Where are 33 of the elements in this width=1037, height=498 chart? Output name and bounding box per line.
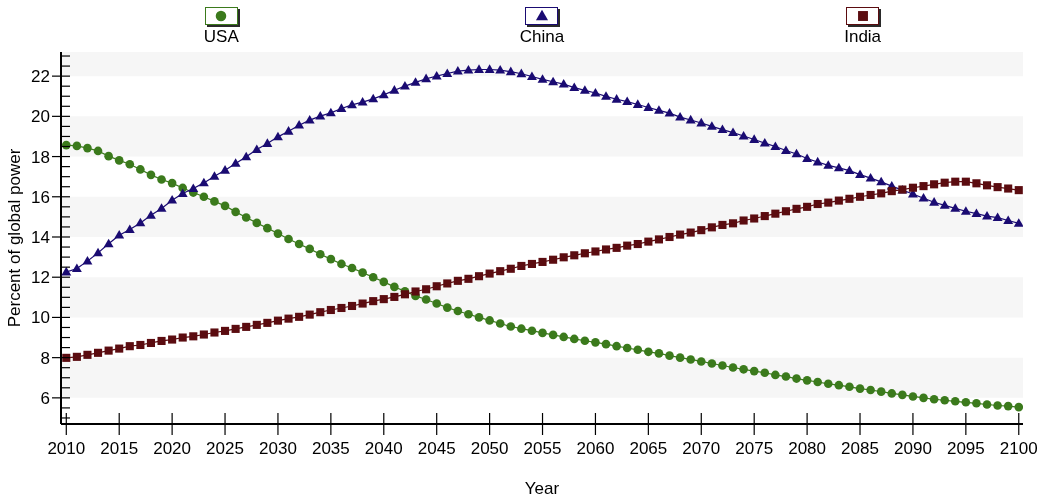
x-tick-label: 2075 — [735, 438, 774, 458]
y-tick-label: 8 — [40, 348, 50, 368]
y-tick-label: 12 — [31, 268, 50, 288]
y-tick-label: 6 — [40, 388, 50, 408]
x-tick-label: 2100 — [999, 438, 1037, 458]
legend-label: India — [844, 27, 882, 46]
y-tick-label: 16 — [31, 187, 50, 207]
y-tick-label: 18 — [31, 147, 50, 167]
x-tick-label: 2060 — [576, 438, 615, 458]
x-tick-label: 2095 — [946, 438, 985, 458]
y-tick-label: 14 — [31, 227, 50, 247]
x-tick-label: 2055 — [523, 438, 562, 458]
x-tick-label: 2050 — [470, 438, 509, 458]
x-tick-label: 2040 — [364, 438, 403, 458]
x-tick-label: 2020 — [153, 438, 192, 458]
x-tick-label: 2090 — [894, 438, 932, 458]
x-tick-label: 2025 — [206, 438, 244, 458]
y-tick-label: 20 — [31, 107, 50, 127]
y-axis-title: Percent of global power — [5, 148, 25, 328]
x-tick-label: 2065 — [629, 438, 668, 458]
y-tick-label: 22 — [31, 67, 50, 87]
legend-label: China — [519, 27, 565, 46]
x-tick-label: 2015 — [100, 438, 139, 458]
x-tick-label: 2080 — [788, 438, 827, 458]
x-tick-label: 2045 — [417, 438, 456, 458]
x-tick-label: 2030 — [259, 438, 297, 458]
x-tick-label: 2085 — [841, 438, 879, 458]
x-axis-title: Year — [524, 479, 560, 498]
legend-label: USA — [203, 27, 239, 46]
x-tick-label: 2010 — [47, 438, 86, 458]
x-tick-label: 2035 — [311, 438, 350, 458]
x-tick-label: 2070 — [682, 438, 721, 458]
y-tick-label: 10 — [31, 308, 50, 328]
